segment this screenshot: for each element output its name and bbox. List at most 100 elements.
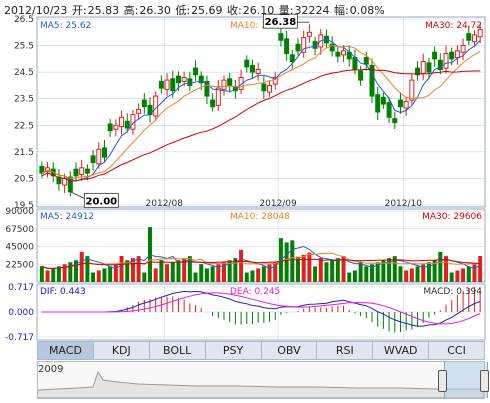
volume-bar bbox=[176, 260, 181, 282]
volume-bar bbox=[267, 264, 272, 282]
volume-bar bbox=[318, 258, 323, 282]
volume-bar bbox=[472, 264, 477, 282]
high-callout-box bbox=[262, 13, 298, 29]
volume-tick-label: 45000 bbox=[5, 243, 34, 253]
candle-body bbox=[79, 167, 85, 175]
volume-bar bbox=[449, 272, 454, 282]
ma30-legend: MA30: 24.72 bbox=[425, 21, 482, 31]
candle-body bbox=[170, 78, 176, 92]
candle-body bbox=[198, 75, 204, 84]
volume-bar bbox=[136, 256, 141, 282]
volume-bar bbox=[165, 264, 170, 282]
volume-bar bbox=[130, 258, 135, 282]
volume-bar bbox=[204, 268, 209, 282]
tab-obv[interactable]: OBV bbox=[262, 342, 318, 359]
volume-bar bbox=[256, 268, 261, 282]
tab-kdj[interactable]: KDJ bbox=[94, 342, 150, 359]
volume-bar bbox=[455, 270, 460, 282]
volume-bar bbox=[296, 256, 300, 282]
tab-macd[interactable]: MACD bbox=[38, 342, 94, 359]
low-callout-box bbox=[83, 192, 119, 208]
candle-body bbox=[392, 118, 398, 124]
volume-bar bbox=[233, 258, 238, 282]
volume-bar bbox=[250, 270, 255, 282]
tab-wvad[interactable]: WVAD bbox=[373, 342, 430, 359]
tab-psy[interactable]: PSY bbox=[206, 342, 262, 359]
volume-bar bbox=[426, 262, 431, 282]
candle-body bbox=[56, 176, 62, 185]
volume-bar bbox=[125, 260, 130, 282]
quote-date: 2012/10/23 bbox=[4, 4, 68, 17]
candle-body bbox=[90, 155, 96, 163]
ma5-legend: MA5: 25.62 bbox=[40, 21, 91, 31]
navigator-right-handle[interactable] bbox=[480, 370, 489, 392]
price-tick-label: 20.5 bbox=[14, 174, 34, 184]
volume-bar bbox=[307, 252, 312, 282]
candle-body bbox=[358, 70, 364, 81]
candle-body bbox=[107, 123, 113, 132]
candle-body bbox=[466, 33, 472, 41]
candle-body bbox=[426, 62, 432, 73]
volume-bar bbox=[335, 258, 340, 282]
volume-bar bbox=[438, 251, 443, 282]
macd-tick-label: 0.717 bbox=[8, 283, 34, 293]
volume-bar bbox=[193, 272, 198, 282]
candle-body bbox=[158, 80, 164, 89]
volume-bar bbox=[461, 268, 466, 282]
candle-body bbox=[113, 124, 119, 130]
volume-value: 32224 bbox=[294, 4, 330, 17]
volume-bar bbox=[182, 258, 187, 282]
candle-body bbox=[386, 102, 392, 118]
candle-body bbox=[153, 95, 159, 117]
tab-rsi[interactable]: RSI bbox=[317, 342, 374, 359]
candle-body bbox=[175, 75, 181, 84]
panel-frame bbox=[36, 16, 486, 208]
high-label: 高: bbox=[123, 4, 139, 17]
indicator-tabs: MACD KDJ BOLL PSY OBV RSI WVAD CCI bbox=[37, 341, 485, 360]
price-tick-label: 21.5 bbox=[14, 148, 34, 158]
volume-bar bbox=[415, 266, 420, 282]
low-callout: 20.00 bbox=[85, 196, 117, 207]
volume-bar bbox=[404, 270, 409, 282]
volume-bar bbox=[273, 262, 278, 282]
ma30-line bbox=[41, 68, 481, 182]
candle-body bbox=[403, 100, 409, 109]
vol-ma10-legend: MA10: 28048 bbox=[230, 212, 290, 222]
candle-body bbox=[244, 59, 250, 68]
candle-body bbox=[301, 37, 307, 53]
volume-bar bbox=[142, 272, 147, 282]
navigator-left-handle[interactable] bbox=[438, 370, 447, 392]
candle-body bbox=[164, 79, 170, 90]
tab-cci[interactable]: CCI bbox=[447, 344, 466, 357]
volume-bar bbox=[96, 270, 101, 282]
close-label: 收: bbox=[227, 4, 242, 17]
panel-frame bbox=[36, 208, 486, 283]
candle-body bbox=[187, 78, 193, 86]
candle-body bbox=[380, 96, 386, 105]
price-tick-label: 24.5 bbox=[14, 68, 34, 78]
volume-bar bbox=[261, 266, 266, 282]
dea-legend: DEA: 0.245 bbox=[230, 287, 280, 297]
volume-bar bbox=[187, 256, 192, 282]
candle-body bbox=[306, 31, 312, 37]
change-label: 幅: bbox=[334, 4, 349, 17]
candle-body bbox=[193, 67, 199, 76]
volume-bar bbox=[102, 268, 107, 282]
candle-body bbox=[136, 108, 142, 114]
volume-bar bbox=[222, 262, 226, 282]
volume-bar bbox=[216, 264, 221, 282]
candle-body bbox=[141, 99, 147, 108]
volume-bar bbox=[113, 264, 118, 282]
candle-body bbox=[477, 29, 483, 38]
time-navigator[interactable]: 2009 bbox=[37, 361, 489, 399]
volume-bar bbox=[199, 264, 204, 282]
high-value: 26.30 bbox=[139, 4, 171, 17]
volume-bar bbox=[352, 270, 357, 282]
tab-boll[interactable]: BOLL bbox=[150, 342, 206, 359]
volume-bar bbox=[324, 262, 329, 282]
low-label: 低: bbox=[175, 4, 191, 17]
candle-body bbox=[181, 76, 187, 82]
candle-body bbox=[227, 78, 233, 86]
dea-line bbox=[41, 292, 481, 325]
